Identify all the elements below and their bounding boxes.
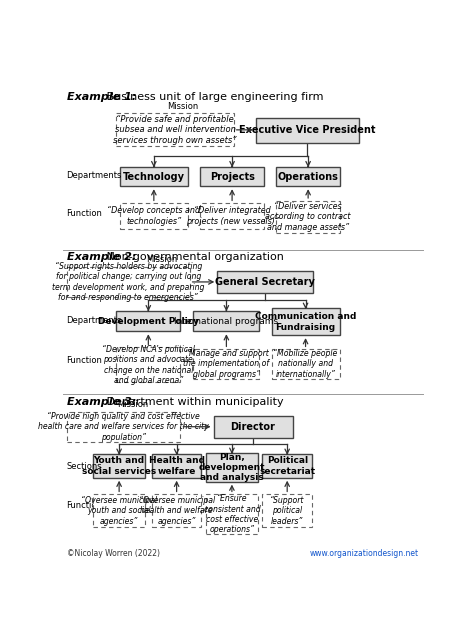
Text: Function: Function	[66, 356, 102, 365]
FancyBboxPatch shape	[120, 167, 188, 186]
Text: Health and
welfare: Health and welfare	[149, 456, 205, 476]
Text: International programs: International programs	[174, 317, 278, 325]
Text: “Develop NCA’s political
positions and advocate
change on the national
and globa: “Develop NCA’s political positions and a…	[102, 345, 195, 385]
Text: “Support rights holders by advocating
for political change; carrying out long
te: “Support rights holders by advocating fo…	[52, 262, 204, 302]
Text: Executive Vice President: Executive Vice President	[239, 125, 375, 135]
Text: www.organizationdesign.net: www.organizationdesign.net	[310, 549, 419, 557]
Text: Projects: Projects	[210, 171, 255, 181]
FancyBboxPatch shape	[93, 454, 145, 478]
Text: Communication and
Fundraising: Communication and Fundraising	[255, 312, 356, 332]
Text: Mission: Mission	[146, 255, 178, 264]
Text: Development Policy: Development Policy	[98, 317, 199, 325]
Text: Departments: Departments	[66, 315, 122, 325]
FancyBboxPatch shape	[152, 454, 201, 478]
FancyBboxPatch shape	[272, 308, 339, 335]
FancyBboxPatch shape	[193, 349, 259, 379]
FancyBboxPatch shape	[206, 494, 258, 534]
Text: Department within municipality: Department within municipality	[102, 397, 283, 407]
Text: Youth and
social services: Youth and social services	[82, 456, 156, 476]
Text: “Oversee municipal
youth and social
agencies”: “Oversee municipal youth and social agen…	[81, 496, 157, 526]
FancyBboxPatch shape	[200, 204, 264, 229]
FancyBboxPatch shape	[66, 267, 190, 297]
FancyBboxPatch shape	[116, 311, 181, 331]
Text: Non-governmental organization: Non-governmental organization	[102, 252, 283, 262]
Text: Departments: Departments	[66, 171, 122, 179]
Text: “Mobilize people
nationally and
internationally”: “Mobilize people nationally and internat…	[273, 349, 337, 379]
Text: Example 2:: Example 2:	[66, 252, 136, 262]
FancyBboxPatch shape	[217, 271, 313, 293]
Text: “Oversee municipal
health and welfare
agencies”: “Oversee municipal health and welfare ag…	[138, 496, 215, 526]
Text: Example 1:: Example 1:	[66, 92, 136, 102]
FancyBboxPatch shape	[152, 494, 201, 528]
FancyBboxPatch shape	[116, 113, 234, 147]
Text: “Provide safe and profitable
subsea and well intervention
services through own a: “Provide safe and profitable subsea and …	[113, 115, 237, 145]
FancyBboxPatch shape	[276, 201, 340, 233]
FancyBboxPatch shape	[66, 411, 181, 442]
Text: Operations: Operations	[278, 171, 338, 181]
FancyBboxPatch shape	[263, 454, 312, 478]
Text: Function: Function	[66, 501, 102, 509]
Text: Example 3:: Example 3:	[66, 397, 136, 407]
FancyBboxPatch shape	[272, 349, 339, 379]
FancyBboxPatch shape	[256, 118, 359, 143]
Text: “Manage and support
the implementation of
global programs”: “Manage and support the implementation o…	[183, 349, 269, 379]
Text: Director: Director	[230, 422, 275, 432]
Text: ©Nicolay Worren (2022): ©Nicolay Worren (2022)	[66, 549, 160, 557]
FancyBboxPatch shape	[120, 204, 188, 229]
Text: Mission: Mission	[117, 400, 148, 409]
Text: “Provide high quality and cost effective
health care and welfare services for th: “Provide high quality and cost effective…	[38, 412, 209, 442]
FancyBboxPatch shape	[116, 348, 181, 382]
Text: “Support
political
leaders”: “Support political leaders”	[270, 496, 304, 526]
Text: “Ensure
consistent and
cost effective
operations”: “Ensure consistent and cost effective op…	[204, 494, 260, 535]
FancyBboxPatch shape	[193, 311, 259, 331]
Text: Plan,
development
and analysis: Plan, development and analysis	[199, 453, 265, 482]
FancyBboxPatch shape	[200, 167, 264, 186]
FancyBboxPatch shape	[213, 415, 292, 438]
FancyBboxPatch shape	[276, 167, 340, 186]
Text: General Secretary: General Secretary	[215, 277, 315, 287]
Text: Sections: Sections	[66, 461, 102, 471]
Text: Technology: Technology	[123, 171, 185, 181]
Text: Political
secretariat: Political secretariat	[259, 456, 315, 476]
FancyBboxPatch shape	[263, 494, 312, 528]
Text: “Deliver services
according to contract
and manage assets”: “Deliver services according to contract …	[265, 202, 351, 231]
Text: Business unit of large engineering firm: Business unit of large engineering firm	[102, 92, 323, 102]
Text: “Develop concepts and
technologies”: “Develop concepts and technologies”	[107, 206, 201, 226]
Text: “Deliver integrated
projects (new vessels)”: “Deliver integrated projects (new vessel…	[186, 206, 279, 226]
Text: Function: Function	[66, 209, 102, 217]
FancyBboxPatch shape	[93, 494, 145, 528]
FancyBboxPatch shape	[206, 454, 258, 482]
Text: Mission: Mission	[167, 102, 198, 111]
